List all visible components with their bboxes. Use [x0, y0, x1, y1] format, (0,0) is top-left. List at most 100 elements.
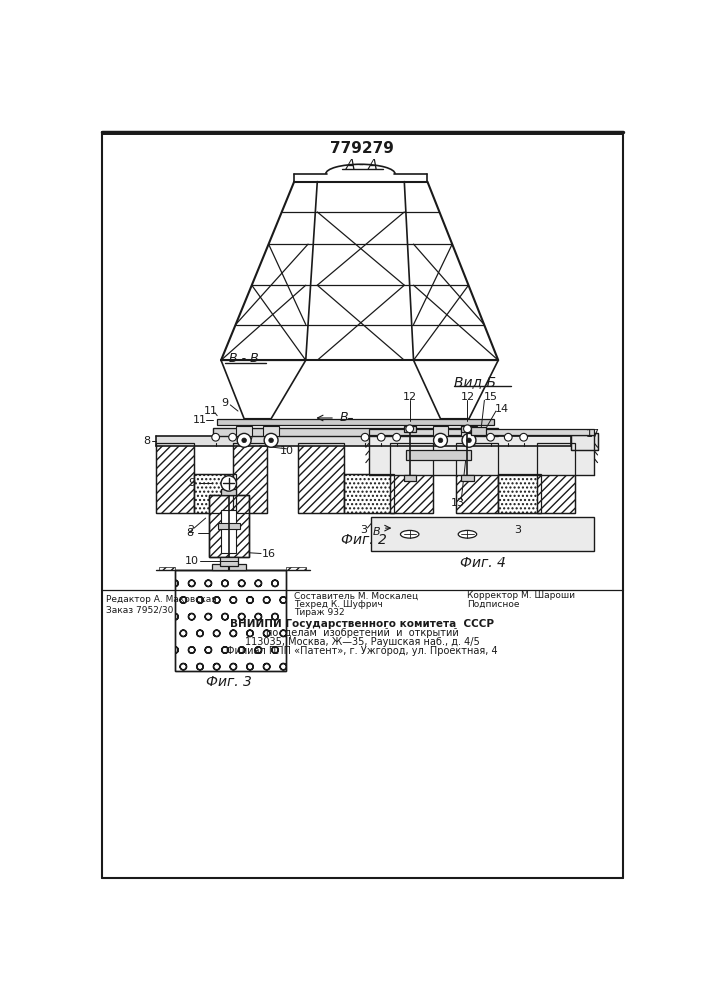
Text: по  делам  изобретений  и  открытий: по делам изобретений и открытий — [266, 628, 458, 638]
Bar — [233, 443, 267, 513]
Text: 8: 8 — [187, 528, 194, 538]
Bar — [175, 570, 286, 671]
Bar — [404, 475, 416, 481]
Text: 11: 11 — [204, 406, 218, 416]
Text: Фиг. 4: Фиг. 4 — [460, 556, 506, 570]
Polygon shape — [414, 360, 498, 419]
Circle shape — [464, 425, 472, 433]
Bar — [156, 443, 194, 513]
Bar — [433, 426, 448, 436]
Bar — [218, 523, 240, 529]
Text: Составитель М. Москалец: Составитель М. Москалец — [294, 591, 419, 600]
Bar — [498, 474, 541, 513]
Bar — [390, 443, 433, 513]
Bar — [537, 443, 575, 513]
Bar — [156, 443, 194, 513]
Circle shape — [406, 425, 414, 433]
Text: Подписное: Подписное — [467, 600, 520, 609]
Text: 113035, Москва, Ж—35, Раушская наб., д. 4/5: 113035, Москва, Ж—35, Раушская наб., д. … — [245, 637, 479, 647]
Bar — [175, 570, 286, 671]
Circle shape — [361, 433, 369, 441]
Text: Техред К. Шуфрич: Техред К. Шуфрич — [294, 600, 382, 609]
Bar — [537, 443, 575, 513]
Circle shape — [462, 433, 476, 447]
Text: Редактор А. Маковская: Редактор А. Маковская — [105, 595, 216, 604]
Circle shape — [433, 433, 448, 447]
Bar — [221, 489, 236, 495]
Bar — [461, 426, 477, 436]
Text: Тираж 932: Тираж 932 — [294, 608, 345, 617]
Text: 3: 3 — [360, 525, 367, 535]
Text: Фиг. 3: Фиг. 3 — [206, 675, 252, 689]
Text: B - B: B - B — [229, 352, 259, 365]
Bar — [461, 475, 474, 481]
Circle shape — [238, 433, 251, 447]
Circle shape — [467, 438, 472, 443]
Bar — [298, 443, 344, 513]
Polygon shape — [221, 360, 305, 419]
Bar — [219, 557, 238, 566]
Text: 9: 9 — [221, 398, 228, 408]
Text: 10: 10 — [185, 556, 199, 566]
Circle shape — [504, 433, 512, 441]
Text: 14: 14 — [495, 404, 509, 414]
Text: Корректор М. Шароши: Корректор М. Шароши — [467, 591, 575, 600]
Ellipse shape — [400, 530, 419, 538]
Polygon shape — [286, 567, 305, 570]
Circle shape — [229, 433, 236, 441]
Circle shape — [242, 438, 247, 443]
Circle shape — [378, 433, 385, 441]
Text: Вид Б: Вид Б — [454, 375, 496, 389]
Bar — [344, 474, 395, 513]
Bar — [233, 443, 267, 513]
Text: 12: 12 — [402, 392, 416, 402]
Bar — [461, 426, 474, 432]
Bar — [406, 450, 472, 460]
Circle shape — [264, 433, 278, 447]
Bar — [214, 428, 498, 436]
Text: Заказ 7952/30: Заказ 7952/30 — [105, 605, 173, 614]
Text: 3: 3 — [514, 525, 521, 535]
Bar — [194, 474, 236, 513]
Bar — [456, 443, 498, 513]
Text: 11: 11 — [193, 415, 207, 425]
Text: 8: 8 — [143, 436, 150, 446]
Bar — [390, 443, 433, 513]
Text: 12: 12 — [460, 392, 474, 402]
Circle shape — [269, 438, 274, 443]
Circle shape — [520, 433, 527, 441]
Bar — [212, 564, 246, 570]
Circle shape — [212, 433, 219, 441]
Bar — [404, 426, 416, 432]
Bar — [371, 517, 595, 551]
Text: 16: 16 — [262, 549, 276, 559]
Text: 779279: 779279 — [330, 141, 394, 156]
Text: 10: 10 — [279, 446, 293, 456]
Bar — [298, 443, 344, 513]
Circle shape — [221, 476, 236, 491]
Circle shape — [486, 433, 494, 441]
Bar — [571, 433, 598, 450]
Ellipse shape — [458, 530, 477, 538]
Text: 9: 9 — [188, 478, 195, 488]
Bar — [194, 474, 236, 513]
Polygon shape — [160, 567, 175, 570]
Text: Филиал ППП «Патент», г. Ужгород, ул. Проектная, 4: Филиал ППП «Патент», г. Ужгород, ул. Про… — [226, 646, 498, 656]
Bar — [471, 427, 486, 435]
Text: Фиг. 2: Фиг. 2 — [341, 533, 387, 547]
Circle shape — [438, 438, 443, 443]
Bar — [221, 510, 236, 553]
Bar — [236, 426, 252, 436]
Bar — [498, 474, 541, 513]
Bar — [369, 435, 595, 475]
Text: ВНИИПИ Государственного комитета  СССР: ВНИИПИ Государственного комитета СССР — [230, 619, 494, 629]
Bar — [369, 429, 595, 435]
Bar — [217, 419, 494, 425]
Bar — [209, 495, 249, 557]
Text: 13: 13 — [451, 498, 465, 508]
Text: B: B — [340, 411, 349, 424]
Bar — [209, 495, 249, 557]
Text: 15: 15 — [484, 392, 498, 402]
Bar — [571, 433, 598, 450]
Text: B: B — [373, 527, 380, 537]
